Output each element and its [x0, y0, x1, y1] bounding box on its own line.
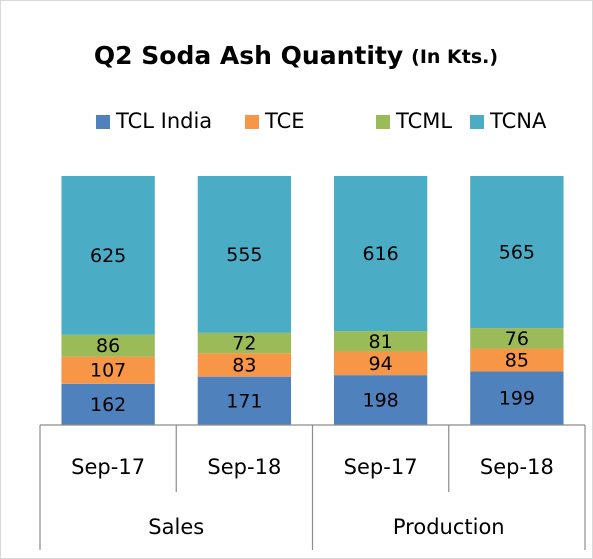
- x-tick-label: Sep-18: [480, 455, 554, 479]
- bar-segment: [333, 351, 428, 376]
- chart-title: Q2 Soda Ash Quantity: [94, 41, 403, 70]
- bar-segment: [197, 332, 292, 354]
- legend-swatch: [470, 115, 484, 129]
- bar-segment: [197, 376, 292, 425]
- bar-segment: [470, 348, 564, 372]
- data-label: 625: [90, 245, 126, 267]
- chart-title-group: Q2 Soda Ash Quantity (In Kts.): [94, 41, 498, 70]
- bar-segment: [61, 383, 155, 425]
- legend-label: TCE: [264, 109, 305, 133]
- data-label: 162: [90, 394, 126, 416]
- bar-segment: [333, 375, 428, 425]
- data-label: 616: [362, 243, 398, 265]
- data-label: 72: [232, 333, 256, 355]
- data-label: 81: [369, 331, 393, 353]
- bar-segment: [470, 176, 564, 329]
- legend-label: TCL India: [115, 109, 212, 133]
- data-label: 171: [226, 390, 262, 412]
- data-label: 76: [505, 328, 529, 350]
- group-label: Sales: [148, 515, 204, 539]
- bar-segment: [61, 334, 155, 357]
- bar-segment: [470, 371, 564, 425]
- bar-segment: [61, 356, 155, 384]
- bar-segment: [61, 176, 155, 335]
- legend-label: TCML: [395, 109, 452, 133]
- legend-label: TCNA: [489, 109, 547, 133]
- data-label: 107: [90, 360, 126, 382]
- bar-segment: [333, 331, 428, 352]
- bar-segment: [470, 328, 564, 349]
- x-tick-label: Sep-17: [71, 455, 145, 479]
- data-label: 198: [362, 390, 398, 412]
- data-label: 86: [96, 335, 120, 357]
- legend-swatch: [96, 115, 110, 129]
- legend-swatch: [245, 115, 259, 129]
- chart-title-unit: (In Kts.): [411, 46, 498, 68]
- bar-segment: [197, 353, 292, 377]
- data-label: 199: [499, 388, 535, 410]
- data-label: 94: [369, 353, 393, 375]
- x-tick-label: Sep-18: [207, 455, 281, 479]
- data-label: 85: [505, 349, 529, 371]
- x-tick-label: Sep-17: [344, 455, 418, 479]
- legend-swatch: [376, 115, 390, 129]
- group-label: Production: [393, 515, 505, 539]
- bar-segment: [197, 176, 292, 333]
- data-label: 83: [232, 354, 256, 376]
- bar-segment: [333, 176, 428, 332]
- data-label: 555: [226, 244, 262, 266]
- data-label: 565: [499, 242, 535, 264]
